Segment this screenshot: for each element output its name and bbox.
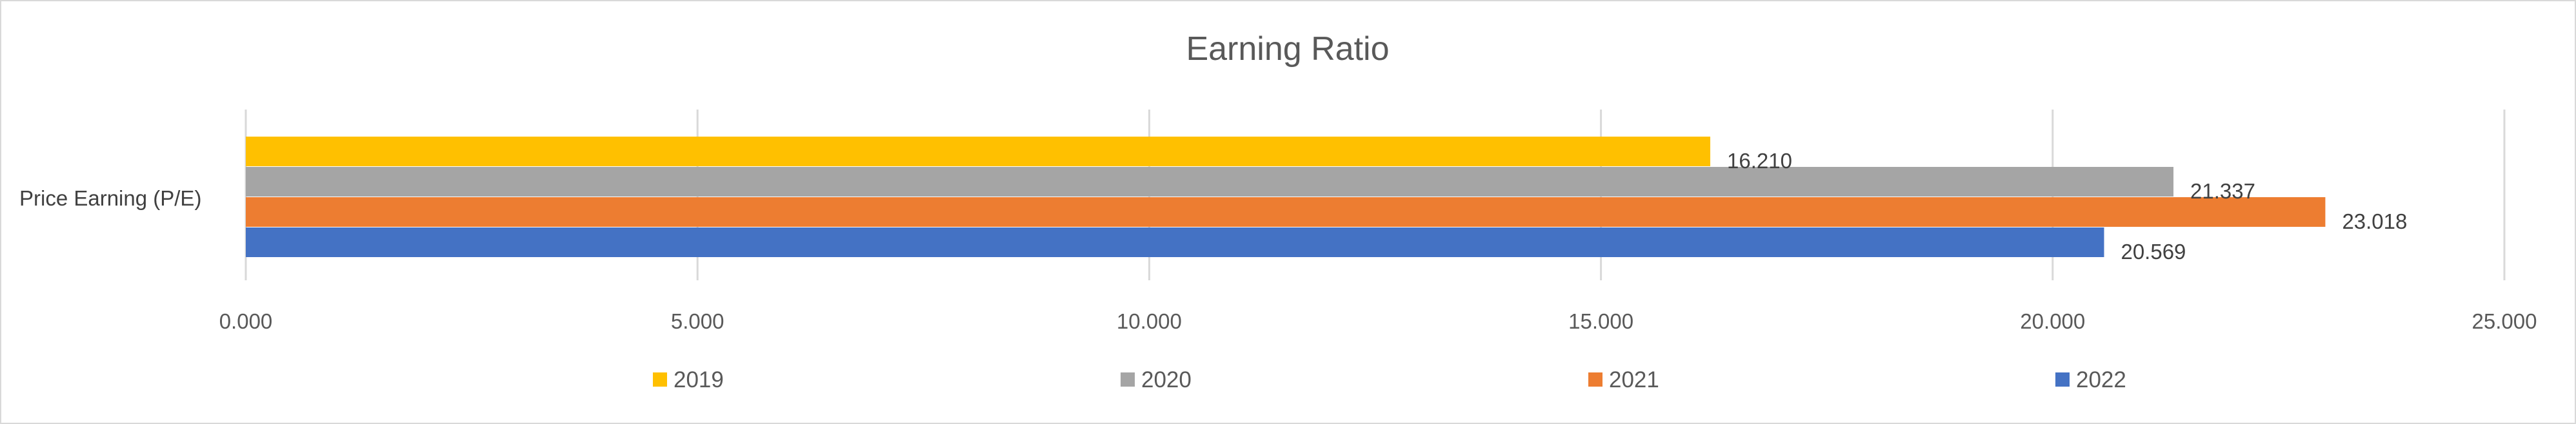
x-tick-label: 5.000: [671, 309, 724, 333]
data-label-2022: 20.569: [2121, 240, 2186, 264]
x-tick-label: 0.000: [219, 309, 273, 333]
legend-label-2019: 2019: [674, 367, 724, 392]
x-tick-label: 25.000: [2472, 309, 2537, 333]
x-tick-label: 10.000: [1117, 309, 1182, 333]
data-label-2020: 21.337: [2190, 179, 2255, 203]
bars: [246, 137, 2326, 257]
chart-title: Earning Ratio: [1186, 30, 1389, 68]
data-label-2019: 16.210: [1727, 149, 1792, 173]
data-labels: 16.210 21.337 23.018 20.569: [1727, 149, 2407, 264]
legend-swatch-2021: [1588, 372, 1603, 387]
bar-2020: [246, 167, 2174, 197]
bar-2019: [246, 137, 1711, 166]
x-tick-label: 20.000: [2020, 309, 2085, 333]
legend-label-2020: 2020: [1141, 367, 1192, 392]
bar-2022: [246, 227, 2104, 257]
legend-label-2021: 2021: [1609, 367, 1659, 392]
legend-swatch-2022: [2055, 372, 2070, 387]
legend-swatch-2020: [1121, 372, 1135, 387]
legend-swatch-2019: [653, 372, 667, 387]
data-label-2021: 23.018: [2342, 209, 2407, 233]
legend-label-2022: 2022: [2076, 367, 2126, 392]
x-axis: 0.000 5.000 10.000 15.000 20.000 25.000: [219, 309, 2537, 333]
x-tick-label: 15.000: [1568, 309, 1633, 333]
bar-2021: [246, 197, 2326, 227]
category-label: Price Earning (P/E): [19, 186, 201, 210]
legend: 2019 2020 2021 2022: [653, 367, 2126, 392]
